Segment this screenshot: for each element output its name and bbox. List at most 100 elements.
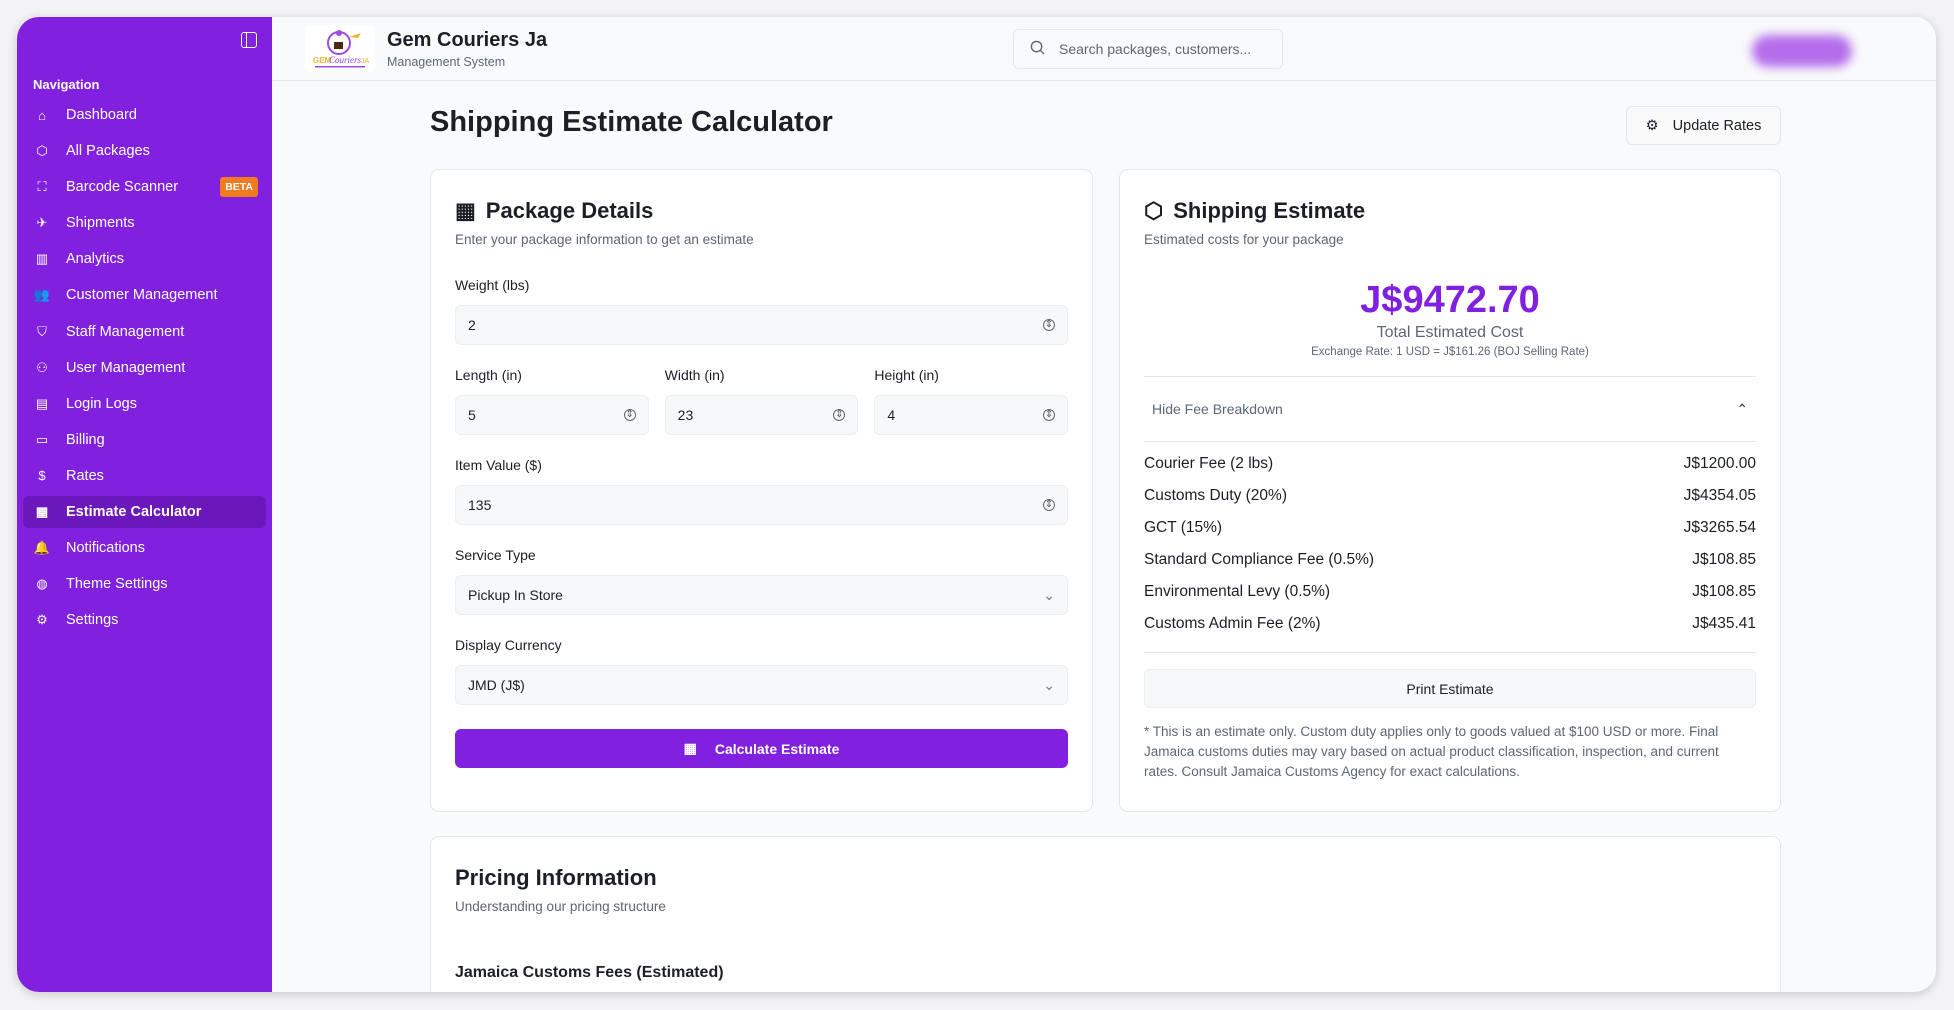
sidebar-item-rates[interactable]: $ Rates xyxy=(23,460,266,492)
sidebar-nav: ⌂ Dashboard ⬡ All Packages ⛶ Barcode Scanner B… xyxy=(23,99,266,640)
stepper-icon[interactable]: ⇕ xyxy=(1043,409,1056,421)
calculator-icon: ▦ xyxy=(35,504,49,520)
search-icon xyxy=(1030,40,1045,58)
sidebar: Navigation ⌂ Dashboard ⬡ All Packages ⛶ Barco… xyxy=(17,17,272,992)
length-label: Length (in) xyxy=(455,367,522,383)
fee-amount: J$3265.54 xyxy=(1683,519,1756,536)
sidebar-item-all-packages[interactable]: ⬡ All Packages xyxy=(23,135,266,167)
width-input[interactable]: 23 ⇕ xyxy=(664,395,859,435)
update-rates-button[interactable]: ⚙ Update Rates xyxy=(1626,106,1781,145)
service-type-value: Pickup In Store xyxy=(468,587,563,603)
currency-select[interactable]: JMD (J$) ⌄ xyxy=(455,665,1068,705)
length-input[interactable]: 5 ⇕ xyxy=(455,395,649,435)
service-type-select[interactable]: Pickup In Store ⌄ xyxy=(455,575,1068,615)
update-rates-label: Update Rates xyxy=(1672,117,1762,134)
sidebar-item-label: Barcode Scanner xyxy=(66,179,179,196)
stepper-icon[interactable]: ⇕ xyxy=(1043,319,1055,331)
card-title: Package Details xyxy=(485,198,654,223)
sidebar-item-shipments[interactable]: ✈ Shipments xyxy=(23,207,266,239)
fee-label: Customs Admin Fee (2%) xyxy=(1144,615,1321,632)
stepper-icon[interactable]: ⇕ xyxy=(833,409,846,421)
card-title: Pricing Information xyxy=(455,865,657,890)
fee-label: Standard Compliance Fee (0.5%) xyxy=(1144,551,1375,568)
divider xyxy=(1144,376,1756,377)
plane-icon: ✈ xyxy=(36,215,48,231)
stepper-icon[interactable]: ⇕ xyxy=(1043,499,1055,511)
stepper-icon[interactable]: ⇕ xyxy=(623,409,636,421)
section-heading: Jamaica Customs Fees (Estimated) xyxy=(455,964,724,981)
fee-row: Customs Admin Fee (2%) J$435.41 xyxy=(1144,608,1756,640)
sidebar-item-user-management[interactable]: ⚇ User Management xyxy=(23,352,266,384)
card-subtitle: Estimated costs for your package xyxy=(1144,232,1344,247)
pricing-information-card: Pricing Information Understanding our pr… xyxy=(430,836,1781,992)
fee-row: Customs Duty (20%) J$4354.05 xyxy=(1144,480,1756,512)
fee-label: GCT (15%) xyxy=(1144,519,1223,536)
divider xyxy=(1144,441,1756,442)
calculate-label: Calculate Estimate xyxy=(714,740,840,757)
package-details-card: ▦ Package Details Enter your package info… xyxy=(430,169,1093,812)
search-input[interactable]: Search packages, customers... xyxy=(1013,29,1283,69)
sidebar-item-label: Settings xyxy=(66,612,119,629)
sidebar-item-theme-settings[interactable]: ◍ Theme Settings xyxy=(23,568,266,600)
shipping-estimate-card: ⬡ Shipping Estimate Estimated costs for y… xyxy=(1119,169,1781,812)
total-label: Total Estimated Cost xyxy=(1376,324,1524,341)
weight-input[interactable]: 2 ⇕ xyxy=(455,305,1068,345)
sidebar-item-label: Rates xyxy=(66,467,104,484)
calculator-icon: ▦ xyxy=(455,198,476,223)
fee-amount: J$4354.05 xyxy=(1683,487,1756,504)
length-value: 5 xyxy=(468,407,476,423)
item-value-input[interactable]: 135 ⇕ xyxy=(455,485,1068,525)
fee-list: Courier Fee (2 lbs) J$1200.00 Customs Duty… xyxy=(1144,448,1756,640)
height-input[interactable]: 4 ⇕ xyxy=(874,395,1069,435)
sidebar-item-label: Staff Management xyxy=(66,323,185,340)
file-icon: ▤ xyxy=(35,395,49,411)
users-icon: 👥 xyxy=(33,287,51,303)
divider xyxy=(1144,652,1756,653)
sidebar-item-label: User Management xyxy=(66,359,186,376)
toggle-label: Hide Fee Breakdown xyxy=(1152,401,1283,417)
sidebar-item-label: Login Logs xyxy=(66,395,137,412)
sidebar-item-label: Shipments xyxy=(66,215,135,232)
page-title: Shipping Estimate Calculator xyxy=(430,106,833,138)
user-name-redacted xyxy=(1752,35,1852,67)
sidebar-item-login-logs[interactable]: ▤ Login Logs xyxy=(23,388,266,420)
width-label: Width (in) xyxy=(664,367,725,383)
sidebar-item-label: All Packages xyxy=(66,143,150,160)
brand-tagline: Management System xyxy=(387,55,506,69)
svg-text:GEM: GEM xyxy=(313,56,332,65)
print-estimate-button[interactable]: Print Estimate xyxy=(1144,669,1756,708)
weight-label: Weight (lbs) xyxy=(455,277,530,293)
sidebar-item-settings[interactable]: ⚙ Settings xyxy=(23,604,266,636)
package-icon: ⬡ xyxy=(36,143,48,159)
user-plus-icon: ⚇ xyxy=(36,359,48,375)
width-value: 23 xyxy=(677,407,694,423)
dollar-icon: $ xyxy=(38,468,46,484)
fee-row: Environmental Levy (0.5%) J$108.85 xyxy=(1144,576,1756,608)
chevron-down-icon: ⌄ xyxy=(1043,586,1055,603)
chevron-down-icon: ⌄ xyxy=(1043,676,1055,693)
brand-name: Gem Couriers Ja xyxy=(387,29,548,51)
sidebar-item-notifications[interactable]: 🔔 Notifications xyxy=(23,532,266,564)
sidebar-item-customer-management[interactable]: 👥 Customer Management xyxy=(23,279,266,311)
bar-chart-icon: ▥ xyxy=(35,251,49,267)
beta-badge: BETA xyxy=(220,177,258,198)
sidebar-item-billing[interactable]: ▭ Billing xyxy=(23,424,266,456)
currency-label: Display Currency xyxy=(455,637,562,653)
fee-row: Courier Fee (2 lbs) J$1200.00 xyxy=(1144,448,1756,480)
sidebar-item-label: Customer Management xyxy=(66,287,218,304)
home-icon: ⌂ xyxy=(38,107,46,123)
sidebar-item-staff-management[interactable]: ⛉ Staff Management xyxy=(23,316,266,348)
sidebar-toggle-icon[interactable] xyxy=(241,32,257,48)
service-type-label: Service Type xyxy=(455,547,536,563)
fee-label: Customs Duty (20%) xyxy=(1144,487,1287,504)
sidebar-item-analytics[interactable]: ▥ Analytics xyxy=(23,243,266,275)
sidebar-item-estimate-calculator[interactable]: ▦ Estimate Calculator xyxy=(23,496,266,529)
gear-icon: ⚙ xyxy=(36,612,48,628)
fee-row: GCT (15%) J$3265.54 xyxy=(1144,512,1756,544)
fee-amount: J$108.85 xyxy=(1692,583,1756,600)
fee-breakdown-toggle[interactable]: Hide Fee Breakdown ⌃ xyxy=(1144,377,1756,441)
sidebar-item-barcode-scanner[interactable]: ⛶ Barcode Scanner BETA xyxy=(23,171,266,203)
sidebar-item-label: Estimate Calculator xyxy=(66,504,202,521)
sidebar-item-dashboard[interactable]: ⌂ Dashboard xyxy=(23,99,266,131)
calculate-estimate-button[interactable]: ▦ Calculate Estimate xyxy=(455,729,1068,768)
